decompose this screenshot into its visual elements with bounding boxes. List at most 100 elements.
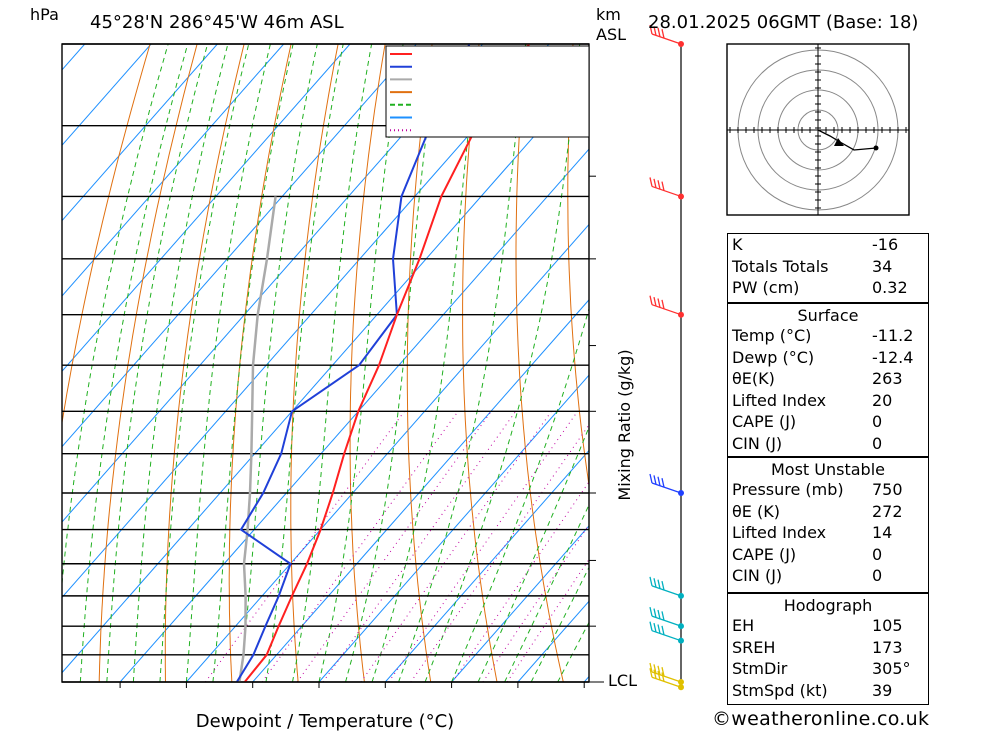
dry-adiabat-line [996, 44, 1000, 682]
param-value: 14 [872, 523, 893, 542]
dry-adiabat-line [406, 44, 433, 682]
isotherm-line [62, 44, 483, 523]
wind-barb-staff [651, 585, 682, 597]
wet-adiabat-line [451, 306, 589, 682]
param-name: Dewp (°C) [732, 347, 815, 367]
mixing-ratio-line [451, 480, 589, 682]
legend-box [385, 45, 590, 138]
wind-barb-feather [657, 180, 661, 190]
wind-barb-feather [661, 625, 665, 636]
wind-barb-feather [649, 607, 653, 617]
wind-barb [649, 607, 684, 630]
table-row: CAPE (J) 0 [728, 544, 928, 566]
isotherm-line [62, 44, 550, 599]
wet-adiabat-line [530, 566, 589, 682]
param-value: 272 [872, 501, 903, 521]
isotherm-line [384, 449, 589, 682]
param-value: 305° [872, 659, 911, 678]
param-value: 34 [872, 256, 893, 276]
wind-barb-feather [653, 608, 657, 618]
param-value: 20 [872, 390, 893, 410]
param-name: θE (K) [732, 501, 780, 521]
param-name: StmSpd (kt) [732, 680, 828, 700]
wind-barb-staff [651, 304, 682, 316]
table-row: θE(K) 263 [728, 368, 928, 390]
wind-barb [649, 473, 684, 496]
param-value: 173 [872, 637, 903, 657]
dry-adiabat-line [290, 44, 339, 682]
table-row: CIN (J) 0 [728, 433, 928, 455]
dry-adiabat-line [949, 44, 1000, 682]
table-row: CAPE (J) 0 [728, 411, 928, 433]
most-unstable-title: Most Unstable [771, 460, 885, 479]
asl-unit: ASL [596, 25, 626, 44]
dewpoint-profile [235, 44, 471, 682]
wind-barb [649, 576, 684, 599]
wind-barb-feather [657, 624, 661, 634]
isotherm-line [62, 73, 589, 674]
wind-barb [649, 24, 684, 47]
wind-barb-staff [651, 630, 682, 642]
dry-adiabat-line [515, 44, 564, 682]
isotherm-line [119, 148, 589, 682]
wind-barb-feather [653, 622, 657, 633]
wind-barb-feather [649, 621, 653, 631]
wind-barb-feather [657, 476, 661, 486]
mixing-ratio-line [296, 411, 492, 682]
wind-barb-feather [653, 26, 657, 36]
wet-adiabat-line [477, 425, 589, 682]
wind-barb-feather [661, 667, 665, 677]
location-title: 45°28'N 286°45'W 46m ASL [90, 12, 344, 33]
param-value: 105 [872, 616, 903, 635]
wet-adiabat-line [504, 503, 589, 682]
surface-title: Surface [797, 306, 859, 325]
table-row: StmDir 305° [728, 658, 928, 680]
wind-barb-feather [657, 579, 661, 589]
wind-barb-feather [653, 669, 657, 679]
dry-adiabat-line [98, 44, 198, 682]
datetime-title: 28.01.2025 06GMT (Base: 18) [648, 12, 918, 33]
mixing-ratio-line [388, 411, 579, 682]
param-name: θE(K) [732, 369, 775, 388]
wind-barb-feather [649, 24, 653, 35]
wind-barb-feather [653, 475, 657, 485]
legend [385, 45, 590, 138]
wind-barb-feather [649, 177, 653, 187]
isotherm-line [62, 44, 218, 222]
isotherm-line [186, 223, 589, 682]
wind-barb-feather [649, 576, 653, 587]
mixing-ratio-line [482, 523, 589, 682]
dry-adiabat-line [62, 44, 151, 426]
mixing-ratio-line [204, 411, 405, 682]
table-row: Dewp (°C) -12.4 [728, 347, 928, 369]
isotherm-line [0, 44, 19, 682]
table-row: PW (cm) 0.32 [728, 277, 928, 299]
table-row: Lifted Index 14 [728, 522, 928, 544]
wet-adiabat-line [345, 44, 439, 682]
param-value: 0 [872, 412, 883, 431]
hodograph-params-table: Hodograph EH 105 SREH 173 StmDir 305° StmSpd (… [727, 593, 929, 705]
isotherm-line [451, 525, 589, 682]
param-name: Lifted Index [732, 390, 827, 410]
param-value: -12.4 [872, 347, 914, 367]
wet-adiabat-line [62, 44, 169, 589]
param-name: Lifted Index [732, 523, 827, 542]
wind-barb-staff [651, 615, 682, 627]
wind-barb [649, 668, 684, 691]
param-name: Pressure (mb) [732, 480, 844, 499]
isotherm-line [62, 44, 285, 297]
param-value: 0 [872, 544, 883, 564]
isotherm-line [62, 44, 417, 448]
wind-barb-feather [657, 665, 661, 675]
param-name: Temp (°C) [732, 326, 812, 345]
mixing-ratio-line [506, 558, 589, 682]
table-row: Lifted Index 20 [728, 390, 928, 412]
wind-barb [649, 662, 684, 685]
wind-barb-feather [657, 298, 661, 308]
param-value: -11.2 [872, 326, 914, 345]
wind-barb [649, 177, 684, 200]
wind-barb-feather [649, 295, 653, 305]
wind-barb-feather [657, 27, 661, 37]
param-name: CIN (J) [732, 566, 783, 585]
param-name: Totals Totals [732, 256, 829, 276]
